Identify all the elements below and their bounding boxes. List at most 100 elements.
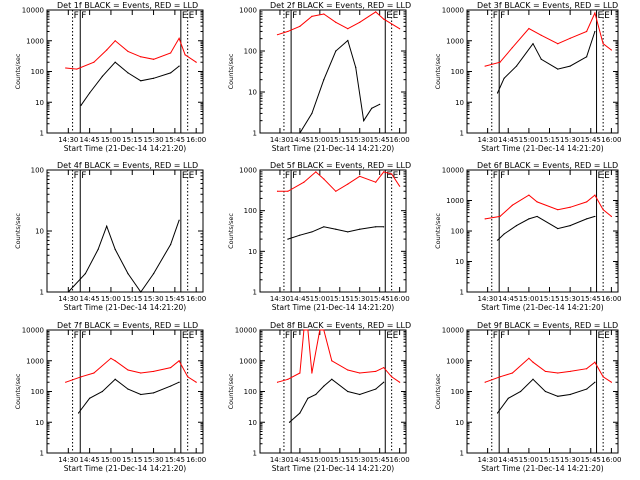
- y-tick-label: 100: [451, 228, 464, 236]
- data-point: [484, 381, 486, 383]
- y-tick-label: 100: [244, 48, 257, 56]
- data-point: [569, 37, 571, 39]
- data-point: [569, 370, 571, 373]
- data-point: [557, 68, 559, 70]
- y-axis-label: Counts/sec: [434, 213, 442, 249]
- series-line-lld: [277, 171, 401, 192]
- time-marker-label: E: [393, 11, 399, 21]
- series-line-lld: [65, 37, 197, 70]
- detector-panel-1: Det 1f BLACK = Events, RED = LLD 1 10 100 10…: [14, 1, 206, 153]
- time-marker-label: E: [598, 331, 604, 341]
- data-point: [511, 46, 513, 49]
- data-point: [303, 181, 305, 183]
- x-tick-label: 15:45: [581, 456, 601, 464]
- time-marker-label: E: [598, 11, 604, 21]
- time-marker-label: F: [292, 171, 297, 181]
- x-tick-label: 15:15: [539, 136, 559, 144]
- data-point: [335, 190, 337, 192]
- x-tick-label: 16:00: [601, 295, 621, 303]
- detector-panel-3: Det 3f BLACK = Events, RED = LLD 1 10 100 10…: [434, 1, 621, 153]
- data-point: [371, 107, 373, 109]
- x-axis-label: Start Time (21-Dec-14 14:21:20): [64, 144, 186, 153]
- data-point: [93, 61, 95, 63]
- y-tick-label: 100: [31, 388, 44, 396]
- data-point: [101, 75, 104, 77]
- data-point: [106, 225, 108, 227]
- panel-title: Det 7f BLACK = Events, RED = LLD: [57, 321, 198, 330]
- time-marker-label: F: [285, 171, 290, 181]
- data-point: [602, 209, 604, 211]
- data-point: [152, 370, 155, 373]
- time-marker-label: E: [189, 11, 195, 21]
- data-point: [347, 28, 349, 30]
- data-point: [89, 92, 91, 94]
- data-point: [65, 381, 67, 383]
- data-point: [178, 219, 180, 221]
- time-marker-label: F: [493, 11, 498, 21]
- data-point: [152, 392, 155, 394]
- time-marker-label: F: [292, 331, 297, 341]
- x-tick-label: 15:45: [165, 136, 185, 144]
- data-point: [114, 40, 116, 42]
- data-point: [170, 52, 172, 54]
- data-point: [511, 372, 513, 374]
- plot-frame: [259, 9, 407, 134]
- data-point: [484, 218, 486, 220]
- data-point: [101, 390, 104, 393]
- x-tick-label: 15:30: [350, 136, 370, 144]
- x-tick-label: 15:30: [350, 456, 370, 464]
- data-point: [152, 58, 155, 60]
- data-point: [347, 390, 349, 393]
- detector-panel-7: Det 7f BLACK = Events, RED = LLD 1 10 100 10…: [14, 321, 206, 473]
- detector-panel-4: Det 4f BLACK = Events, RED = LLD 1 10 100 14…: [14, 161, 206, 312]
- data-point: [379, 103, 381, 105]
- data-point: [331, 360, 333, 362]
- plot-frame: [259, 329, 407, 454]
- data-point: [391, 173, 393, 175]
- x-tick-label: 16:00: [390, 456, 410, 464]
- time-marker-label: F: [292, 11, 297, 21]
- data-point: [311, 15, 313, 17]
- data-point: [77, 412, 80, 414]
- data-point: [323, 329, 325, 331]
- data-point: [178, 360, 180, 362]
- data-point: [299, 372, 301, 374]
- data-point: [299, 412, 301, 414]
- data-point: [184, 54, 186, 56]
- y-tick-label: 1: [253, 289, 257, 297]
- x-tick-label: 16:00: [601, 136, 621, 144]
- time-marker-label: F: [74, 171, 79, 181]
- data-point: [499, 61, 501, 63]
- data-point: [557, 372, 559, 374]
- data-point: [331, 378, 333, 380]
- time-marker-label: F: [500, 331, 505, 341]
- data-point: [170, 72, 172, 74]
- x-tick-label: 15:45: [581, 295, 601, 303]
- data-point: [347, 369, 349, 371]
- x-tick-label: 15:00: [101, 456, 121, 464]
- x-tick-label: 16:00: [186, 295, 206, 303]
- y-tick-label: 10000: [442, 167, 464, 175]
- x-tick-label: 16:00: [186, 136, 206, 144]
- x-tick-label: 15:00: [101, 136, 121, 144]
- time-marker-label: E: [189, 171, 195, 181]
- x-tick-label: 15:45: [581, 136, 601, 144]
- data-point: [359, 175, 361, 177]
- data-point: [602, 376, 604, 378]
- data-point: [586, 388, 588, 390]
- x-tick-label: 14:45: [290, 136, 310, 144]
- x-tick-label: 14:30: [478, 456, 498, 464]
- data-point: [375, 11, 377, 13]
- x-tick-label: 14:45: [498, 136, 518, 144]
- data-point: [152, 77, 155, 79]
- data-point: [610, 381, 612, 383]
- x-tick-label: 15:30: [560, 295, 580, 303]
- data-point: [383, 366, 385, 369]
- data-point: [586, 368, 588, 370]
- data-point: [84, 273, 86, 275]
- y-tick-label: 1000: [26, 357, 44, 365]
- x-tick-label: 15:15: [122, 295, 142, 303]
- data-point: [359, 372, 361, 374]
- data-point: [276, 190, 279, 192]
- data-point: [520, 390, 522, 393]
